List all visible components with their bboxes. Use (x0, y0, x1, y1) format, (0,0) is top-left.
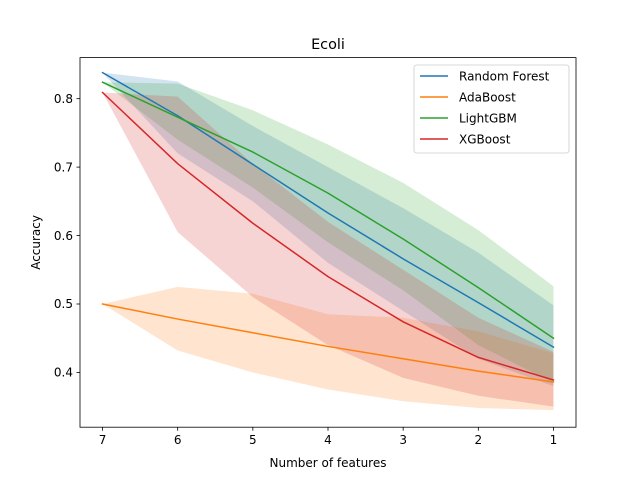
legend-label-lightgbm: LightGBM (459, 111, 517, 125)
x-axis-label: Number of features (270, 456, 387, 470)
x-tick-label: 7 (99, 433, 107, 447)
x-tick-label: 5 (249, 433, 257, 447)
y-axis-ticks: 0.4 0.5 0.6 0.7 0.8 (54, 92, 80, 380)
band-lightgbm (102, 82, 554, 383)
x-tick-label: 4 (324, 433, 332, 447)
x-tick-label: 6 (174, 433, 182, 447)
legend-label-adaboost: AdaBoost (459, 90, 516, 104)
legend-label-xgboost: XGBoost (459, 132, 511, 146)
x-tick-label: 1 (550, 433, 558, 447)
legend-box (413, 64, 570, 154)
y-axis-label: Accuracy (29, 215, 43, 270)
chart-title: Ecoli (311, 37, 345, 53)
x-tick-label: 2 (474, 433, 482, 447)
y-tick-label: 0.8 (54, 92, 73, 106)
x-axis-ticks: 7 6 5 4 3 2 1 (99, 427, 558, 447)
line-adaboost (101, 303, 555, 383)
x-tick-label: 3 (399, 433, 407, 447)
band-xgboost (102, 92, 554, 407)
line-xgboost (101, 91, 555, 381)
band-adaboost (102, 286, 554, 411)
legend: Random Forest AdaBoost LightGBM XGBoost (413, 64, 570, 154)
line-lightgbm (101, 81, 555, 340)
legend-label-random-forest: Random Forest (459, 69, 550, 83)
y-tick-label: 0.5 (54, 297, 73, 311)
band-random-forest (102, 72, 554, 387)
confidence-bands (102, 72, 554, 411)
y-tick-label: 0.6 (54, 229, 73, 243)
y-tick-label: 0.4 (54, 366, 73, 380)
y-tick-label: 0.7 (54, 160, 73, 174)
line-random-forest (101, 71, 555, 349)
series-lines (101, 71, 555, 383)
